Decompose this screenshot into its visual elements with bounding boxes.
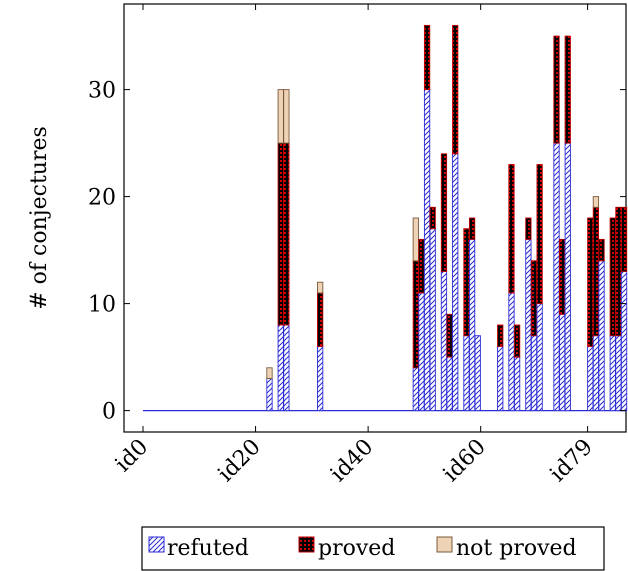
bar-not-proved-id31 (317, 281, 324, 294)
legend-label-not-proved: not proved (456, 536, 577, 561)
bar-proved-id70 (536, 164, 543, 305)
bar-refuted-id22 (266, 378, 273, 412)
x-tick-label-id20: id20 (213, 435, 265, 487)
bar-proved-id81 (598, 238, 605, 262)
bar-refuted-id75 (564, 142, 571, 412)
bar-refuted-id84 (615, 335, 622, 412)
x-axis: id0 id20 id40 id60 id79 (111, 4, 598, 487)
y-tick-label-0: 0 (102, 400, 116, 425)
bar-refuted-id54 (446, 356, 453, 412)
bar-not-proved-id48 (412, 217, 419, 262)
bar-refuted-id58 (468, 238, 476, 412)
bar-proved-id58 (468, 217, 476, 240)
bar-proved-id66 (513, 324, 521, 358)
y-tick-label-20: 20 (88, 186, 116, 211)
x-tick-label-id0: id0 (111, 435, 154, 478)
bar-proved-id55 (452, 24, 459, 155)
bars-layer (143, 24, 628, 412)
bar-refuted-id31 (317, 345, 324, 412)
bar-proved-id51 (429, 206, 436, 230)
bar-proved-id74 (559, 238, 566, 315)
y-tick-label-30: 30 (88, 79, 116, 104)
bar-refuted-id55 (452, 153, 459, 412)
bar-proved-id50 (423, 24, 431, 91)
bar-refuted-id63 (497, 345, 504, 412)
bar-refuted-id59 (474, 335, 481, 412)
bar-proved-id85 (620, 206, 628, 272)
bar-proved-id69 (530, 260, 538, 337)
x-tick-label-id60: id60 (439, 435, 491, 487)
bar-refuted-id68 (525, 238, 532, 412)
bar-not-proved-id22 (266, 367, 273, 379)
legend-swatch-refuted (148, 536, 165, 553)
bar-refuted-id50 (423, 89, 431, 412)
bar-refuted-id85 (620, 271, 628, 412)
bar-refuted-id48 (412, 367, 419, 412)
bar-not-proved-id80 (592, 196, 600, 208)
bar-refuted-id57 (463, 335, 470, 412)
bar-refuted-id49 (418, 292, 425, 412)
bar-proved-id24 (277, 142, 284, 326)
bar-proved-id49 (418, 238, 425, 294)
legend: refuted proved not proved (141, 526, 605, 571)
legend-swatch-proved (298, 536, 315, 553)
bar-proved-id57 (463, 228, 470, 337)
bar-refuted-id53 (440, 271, 448, 412)
bar-proved-id84 (615, 206, 622, 337)
bar-proved-id68 (525, 217, 532, 240)
bar-refuted-id65 (508, 292, 515, 412)
bar-proved-id65 (508, 164, 515, 294)
x-tick-label-id79: id79 (545, 435, 597, 487)
bar-proved-id80 (592, 206, 600, 337)
bar-proved-id83 (609, 217, 616, 337)
bar-refuted-id24 (277, 324, 284, 412)
bar-refuted-id83 (609, 335, 616, 412)
bar-proved-id54 (446, 313, 453, 358)
y-axis: 0 10 20 30 (88, 79, 626, 425)
bar-not-proved-id24 (277, 89, 284, 144)
bar-proved-id48 (412, 260, 419, 369)
bar-refuted-id51 (429, 228, 436, 412)
legend-box (141, 526, 605, 571)
y-tick-label-10: 10 (88, 293, 116, 318)
legend-label-refuted: refuted (167, 536, 249, 561)
bar-proved-id79 (587, 217, 594, 347)
bar-refuted-id80 (592, 335, 600, 412)
bar-proved-id53 (440, 153, 448, 272)
bar-proved-id31 (317, 292, 324, 347)
bar-proved-id25 (283, 142, 290, 326)
x-tick-label-id40: id40 (326, 435, 378, 487)
bar-refuted-id66 (513, 356, 521, 412)
bar-proved-id75 (564, 35, 571, 144)
legend-label-proved: proved (318, 536, 395, 561)
bar-proved-id63 (497, 324, 504, 347)
bar-refuted-id69 (530, 335, 538, 412)
bar-not-proved-id25 (283, 89, 290, 144)
plot-area (123, 3, 627, 433)
bar-refuted-id74 (559, 313, 566, 412)
y-axis-label: # of conjectures (27, 126, 52, 310)
bar-refuted-id73 (553, 142, 560, 412)
legend-swatch-not-proved (436, 536, 453, 553)
bar-refuted-id79 (587, 345, 594, 412)
bar-refuted-id81 (598, 260, 605, 412)
bar-refuted-id25 (283, 324, 290, 412)
bar-refuted-id70 (536, 303, 543, 412)
bar-proved-id73 (553, 35, 560, 144)
